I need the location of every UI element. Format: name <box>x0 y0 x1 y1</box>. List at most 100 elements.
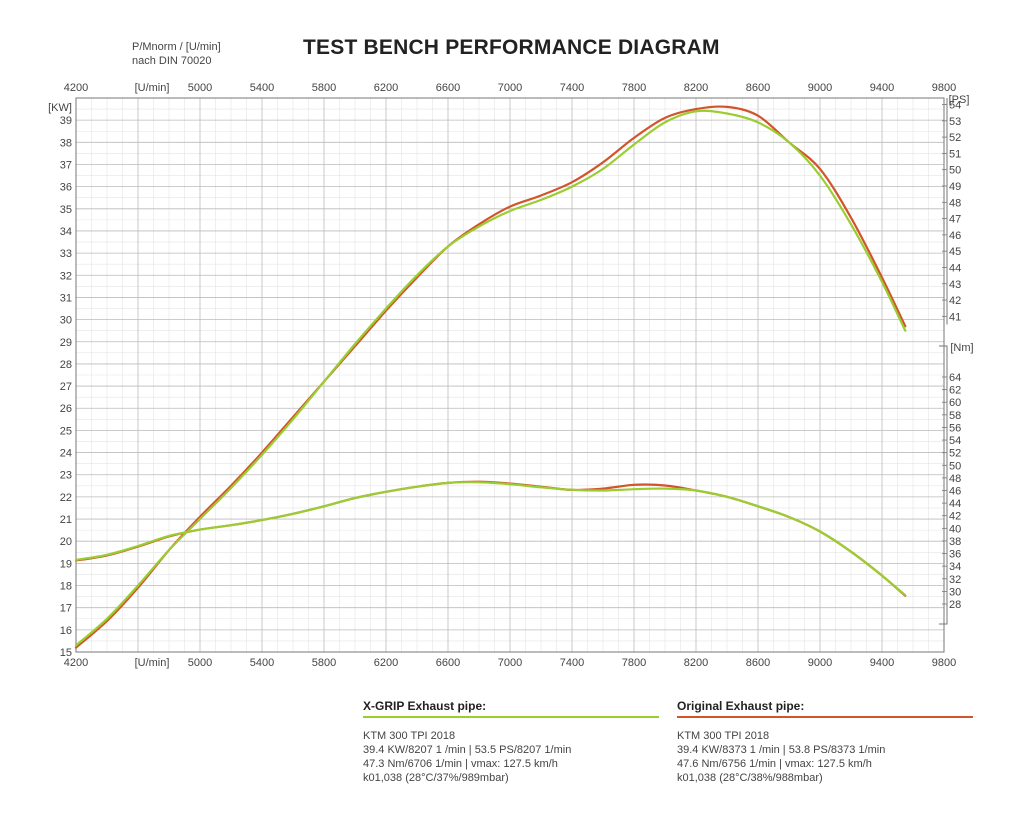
y-tick-label-kw: 25 <box>60 425 72 437</box>
y-tick-label-ps: 47 <box>949 214 961 226</box>
x-tick-label-top: 8600 <box>746 82 770 94</box>
y-tick-label-nm: 58 <box>949 410 961 422</box>
y-tick-label-nm: 38 <box>949 536 961 548</box>
x-tick-label-bottom: 7000 <box>498 657 522 669</box>
y-tick-label-nm: 32 <box>949 574 961 586</box>
y-tick-label-nm: 64 <box>949 372 961 384</box>
x-tick-label-bottom: 5800 <box>312 657 336 669</box>
y-tick-label-kw: 36 <box>60 182 72 194</box>
y-tick-label-nm: 46 <box>949 486 961 498</box>
y-tick-label-ps: 41 <box>949 311 961 323</box>
y-tick-label-ps: 49 <box>949 181 961 193</box>
y-tick-label-nm: 44 <box>949 498 961 510</box>
x-tick-label-top: 5400 <box>250 82 274 94</box>
legend-xgrip-model: KTM 300 TPI 2018 <box>363 730 456 742</box>
y-tick-label-nm: 60 <box>949 397 961 409</box>
y-tick-label-nm: 42 <box>949 511 961 523</box>
legend-xgrip: X-GRIP Exhaust pipe: KTM 300 TPI 2018 39… <box>363 699 659 785</box>
x-tick-label-bottom: 6600 <box>436 657 460 669</box>
legend-xgrip-title: X-GRIP Exhaust pipe: <box>363 699 487 713</box>
y-tick-label-kw: 18 <box>60 581 72 593</box>
x-tick-label-top: 5800 <box>312 82 336 94</box>
y-tick-label-kw: 35 <box>60 204 72 216</box>
y-tick-label-ps: 53 <box>949 116 961 128</box>
original-power-curve <box>74 105 907 649</box>
y-tick-label-nm: 48 <box>949 473 961 485</box>
x-tick-label-bottom: 9400 <box>870 657 894 669</box>
legend-original-title: Original Exhaust pipe: <box>677 699 805 713</box>
y-tick-label-ps: 50 <box>949 165 961 177</box>
xgrip-torque-curve <box>74 481 907 597</box>
xgrip-power-curve <box>74 109 907 647</box>
y-tick-label-kw: 24 <box>60 448 72 460</box>
y-tick-label-nm: 50 <box>949 460 961 472</box>
x-tick-label-bottom: 8600 <box>746 657 770 669</box>
y-tick-label-kw: 16 <box>60 625 72 637</box>
y-tick-label-kw: 37 <box>60 159 72 171</box>
x-tick-label-top: 4200 <box>64 82 88 94</box>
chart-title: TEST BENCH PERFORMANCE DIAGRAM <box>303 36 720 59</box>
x-tick-label-top: 6200 <box>374 82 398 94</box>
legend-original-model: KTM 300 TPI 2018 <box>677 730 770 742</box>
y-tick-label-nm: 56 <box>949 422 961 434</box>
y-tick-label-kw: 28 <box>60 359 72 371</box>
y-tick-label-nm: 62 <box>949 385 961 397</box>
x-tick-label-bottom: 5000 <box>188 657 212 669</box>
y-tick-label-kw: 20 <box>60 536 72 548</box>
y-tick-label-kw: 26 <box>60 403 72 415</box>
x-tick-label-bottom: 5400 <box>250 657 274 669</box>
legend-xgrip-swatch <box>363 716 659 718</box>
y-tick-label-kw: 30 <box>60 315 72 327</box>
y-tick-label-kw: 27 <box>60 381 72 393</box>
x-tick-label-top: 7400 <box>560 82 584 94</box>
x-axis-label-top: [U/min] <box>135 82 170 94</box>
y-tick-label-kw: 29 <box>60 337 72 349</box>
plot-frame <box>75 97 945 653</box>
x-tick-label-top: 6600 <box>436 82 460 94</box>
legend-original-power: 39.4 KW/8373 1 /min | 53.8 PS/8373 1/min <box>677 744 886 756</box>
legend-original-conditions: k01,038 (28°C/38%/988mbar) <box>677 772 823 784</box>
y-tick-label-kw: 38 <box>60 137 72 149</box>
y-tick-label-nm: 36 <box>949 549 961 561</box>
y-axis-label-kw: [KW] <box>48 102 72 114</box>
y-tick-label-nm: 34 <box>949 561 961 573</box>
y-tick-label-nm: 54 <box>949 435 961 447</box>
y-tick-label-ps: 54 <box>949 100 961 112</box>
x-tick-label-bottom: 7400 <box>560 657 584 669</box>
x-tick-label-bottom: 9000 <box>808 657 832 669</box>
y-tick-label-kw: 34 <box>60 226 72 238</box>
x-tick-label-bottom: 9800 <box>932 657 956 669</box>
x-tick-label-top: 8200 <box>684 82 708 94</box>
legend-original: Original Exhaust pipe: KTM 300 TPI 2018 … <box>677 699 973 785</box>
y-tick-label-nm: 28 <box>949 599 961 611</box>
legend-xgrip-conditions: k01,038 (28°C/37%/989mbar) <box>363 772 509 784</box>
unit-note-line2: nach DIN 70020 <box>132 55 212 67</box>
y-tick-label-kw: 31 <box>60 292 72 304</box>
x-axis-label-bottom: [U/min] <box>135 657 170 669</box>
x-tick-label-bottom: 6200 <box>374 657 398 669</box>
unit-note-line1: P/Mnorm / [U/min] <box>132 41 221 53</box>
y-tick-label-kw: 19 <box>60 558 72 570</box>
x-tick-label-top: 5000 <box>188 82 212 94</box>
y-tick-label-kw: 22 <box>60 492 72 504</box>
y-tick-label-nm: 30 <box>949 586 961 598</box>
y-tick-label-kw: 15 <box>60 647 72 659</box>
y-tick-label-kw: 21 <box>60 514 72 526</box>
y-tick-label-kw: 17 <box>60 603 72 615</box>
legend-xgrip-torque: 47.3 Nm/6706 1/min | vmax: 127.5 km/h <box>363 758 558 770</box>
x-tick-label-top: 9000 <box>808 82 832 94</box>
x-tick-label-bottom: 4200 <box>64 657 88 669</box>
nm-axis-bracket <box>939 345 948 625</box>
y-tick-label-ps: 42 <box>949 295 961 307</box>
y-tick-label-kw: 23 <box>60 470 72 482</box>
y-tick-label-kw: 39 <box>60 115 72 127</box>
x-tick-label-top: 7000 <box>498 82 522 94</box>
legend-xgrip-power: 39.4 KW/8207 1 /min | 53.5 PS/8207 1/min <box>363 744 572 756</box>
x-tick-label-top: 9800 <box>932 82 956 94</box>
y-tick-label-ps: 46 <box>949 230 961 242</box>
legend-original-torque: 47.6 Nm/6756 1/min | vmax: 127.5 km/h <box>677 758 872 770</box>
y-tick-label-ps: 45 <box>949 246 961 258</box>
y-tick-label-ps: 52 <box>949 132 961 144</box>
x-tick-label-bottom: 8200 <box>684 657 708 669</box>
